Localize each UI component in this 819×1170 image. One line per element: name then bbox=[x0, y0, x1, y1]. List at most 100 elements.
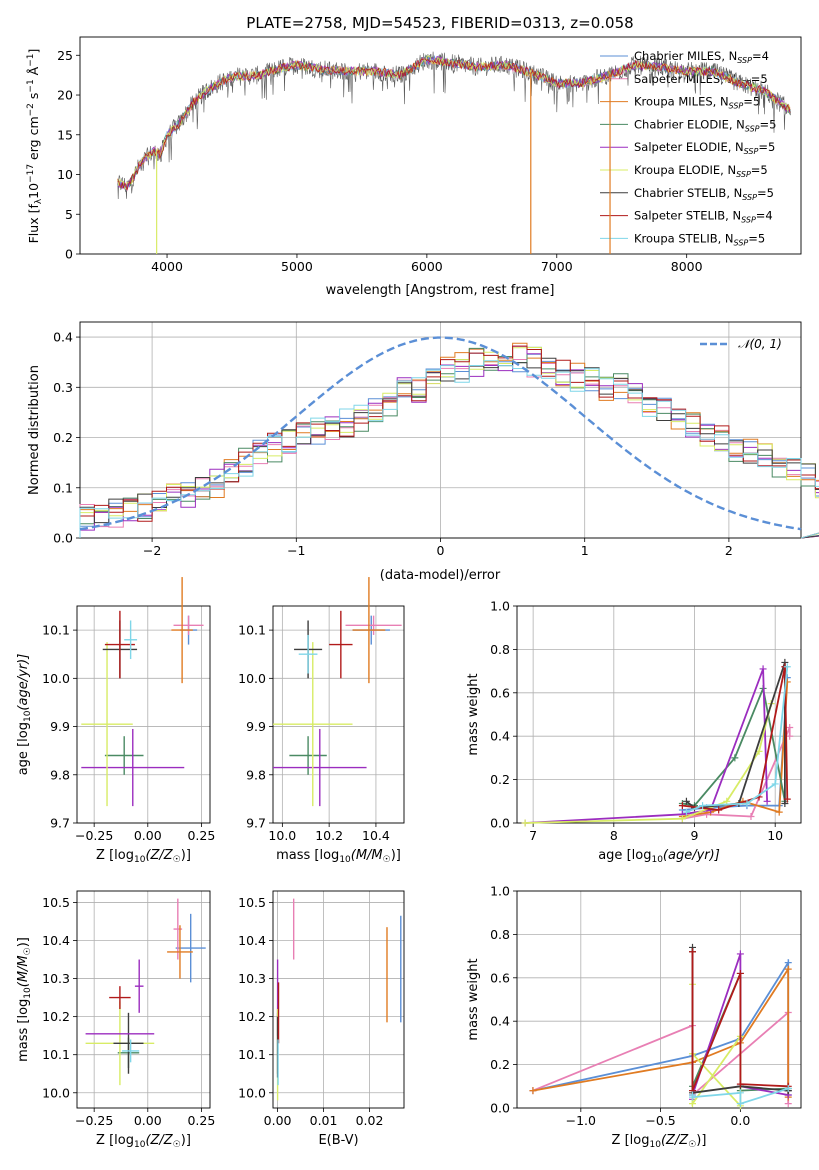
label-part: Kroupa STELIB, N bbox=[634, 231, 734, 245]
legend-label: Kroupa MILES, NSSP=5 bbox=[634, 95, 760, 111]
gaussian-curve bbox=[79, 336, 802, 531]
y-tick-label: 9.7 bbox=[50, 816, 70, 831]
x-tick-label: 2 bbox=[725, 543, 733, 558]
x-axis-label: (data-model)/error bbox=[380, 568, 501, 583]
x-tick-label: 0 bbox=[437, 543, 445, 558]
label-part: Salpeter STELIB, N bbox=[634, 209, 741, 223]
legend-label: Kroupa STELIB, NSSP=5 bbox=[634, 231, 765, 247]
y-axis-label: Normed distribution bbox=[27, 365, 42, 495]
label-part: Salpeter ELODIE, N bbox=[634, 140, 744, 154]
label-part: Kroupa ELODIE, N bbox=[634, 163, 736, 177]
weight-marker bbox=[743, 799, 751, 807]
label-part: −1 bbox=[26, 79, 36, 92]
y-tick-label: 0.4 bbox=[490, 1014, 510, 1029]
weight-marker bbox=[759, 665, 767, 673]
y-tick-label: 1.0 bbox=[490, 599, 510, 614]
y-tick-label: 10.5 bbox=[42, 895, 70, 910]
y-tick-label: 0.8 bbox=[490, 927, 510, 942]
label-part: 10 bbox=[23, 987, 33, 999]
axes-frame bbox=[79, 321, 802, 539]
weight-marker bbox=[678, 815, 686, 823]
weight-marker bbox=[689, 948, 697, 956]
label-part: )] bbox=[391, 848, 401, 863]
x-tick-label: 0.00 bbox=[264, 1113, 292, 1128]
mass_vs_Z-axes: −0.25 0.00 0.25 10.0 10.1 10.2 10.3 10.4 10.5 Z [… bbox=[16, 890, 215, 1150]
label-part: 10 bbox=[339, 855, 351, 865]
y-tick-label: 10 bbox=[57, 167, 73, 182]
label-part: s bbox=[26, 93, 41, 104]
x-tick-label: −1.0 bbox=[566, 1113, 596, 1128]
x-tick-label: −0.25 bbox=[75, 828, 113, 843]
x-axis-label: wavelength [Angstrom, rest frame] bbox=[326, 283, 555, 298]
weight-marker bbox=[771, 780, 779, 788]
label-part: ☉ bbox=[688, 1140, 696, 1150]
label-part: −1 bbox=[26, 54, 36, 67]
label-part: (age/yr)] bbox=[663, 848, 720, 863]
y-tick-label: 10.4 bbox=[42, 933, 70, 948]
histogram-series bbox=[79, 345, 819, 539]
weight-marker bbox=[689, 1100, 697, 1108]
y-tick-label: 10.0 bbox=[238, 671, 266, 686]
histogram-series bbox=[79, 342, 819, 539]
label-part: age [log bbox=[598, 848, 651, 863]
histogram-series bbox=[79, 347, 819, 539]
weight-marker bbox=[715, 806, 723, 814]
x-tick-label: −1 bbox=[287, 543, 305, 558]
weight-marker bbox=[521, 819, 529, 827]
x-tick-label: −2 bbox=[143, 543, 161, 558]
weight-marker bbox=[786, 732, 794, 740]
legend-label: Chabrier STELIB, NSSP=5 bbox=[634, 186, 774, 202]
y-tick-label: 10.2 bbox=[42, 1009, 70, 1024]
label-part: =4 bbox=[752, 49, 769, 63]
x-tick-label: 10.0 bbox=[268, 828, 296, 843]
histogram-series bbox=[79, 357, 819, 539]
label-part: −2 bbox=[26, 103, 36, 116]
label-part: 10 bbox=[23, 710, 33, 722]
x-axis-label: mass [log10(M/M☉)] bbox=[276, 848, 401, 865]
y-axis-label: age [log10(age/yr)] bbox=[16, 654, 33, 776]
label-part: SSP bbox=[736, 170, 751, 179]
label-part: SSP bbox=[744, 147, 759, 156]
x-tick-label: 7000 bbox=[541, 259, 573, 274]
y-tick-label: 0.4 bbox=[53, 330, 73, 345]
y-tick-label: 0.4 bbox=[490, 729, 510, 744]
label-part: −17 bbox=[26, 164, 36, 183]
x-tick-label: 10.2 bbox=[315, 828, 343, 843]
label-part: E(B-V) bbox=[318, 1133, 358, 1148]
y-tick-label: 10.0 bbox=[42, 671, 70, 686]
label-part: Chabrier ELODIE, N bbox=[634, 117, 745, 131]
y-tick-label: 0.2 bbox=[490, 772, 510, 787]
label-part: Chabrier MILES, N bbox=[634, 49, 737, 63]
y-tick-label: 9.8 bbox=[50, 767, 70, 782]
weight-marker bbox=[678, 802, 686, 810]
x-tick-label: 9 bbox=[691, 828, 699, 843]
weight-marker bbox=[763, 797, 771, 805]
y-tick-label: 10.3 bbox=[42, 971, 70, 986]
legend-label: Chabrier ELODIE, NSSP=5 bbox=[634, 117, 776, 133]
y-tick-label: 9.9 bbox=[50, 719, 70, 734]
weight-marker bbox=[783, 663, 791, 671]
label-part: ☉ bbox=[383, 855, 391, 865]
y-tick-label: 9.8 bbox=[246, 767, 266, 782]
label-part: Flux [f bbox=[26, 204, 41, 244]
label-part: )] bbox=[16, 937, 31, 947]
y-tick-label: 0.2 bbox=[53, 430, 73, 445]
weight-marker bbox=[781, 799, 789, 807]
y-tick-label: 5 bbox=[65, 207, 73, 222]
label-part: SSP bbox=[729, 102, 744, 111]
y-tick-label: 10.3 bbox=[238, 971, 266, 986]
weight-line bbox=[525, 668, 768, 824]
massweight_vs_Z-axes: −1.0 −0.5 0.0 0.0 0.2 0.4 0.6 0.8 1.0 Z [log10(Z/… bbox=[466, 884, 802, 1150]
y-tick-label: 10.5 bbox=[238, 895, 266, 910]
axes-frame bbox=[272, 890, 405, 1109]
chart-title: PLATE=2758, MJD=54523, FIBERID=0313, z=0… bbox=[246, 14, 633, 32]
label-part: (Z/Z bbox=[145, 1133, 173, 1148]
y-tick-label: 10.0 bbox=[238, 1085, 266, 1100]
axes-frame bbox=[516, 605, 802, 824]
label-part: 10 bbox=[649, 1140, 661, 1150]
weight-marker bbox=[786, 724, 794, 732]
label-part: λ bbox=[34, 198, 44, 204]
age_vs_Z-plot bbox=[81, 577, 204, 807]
